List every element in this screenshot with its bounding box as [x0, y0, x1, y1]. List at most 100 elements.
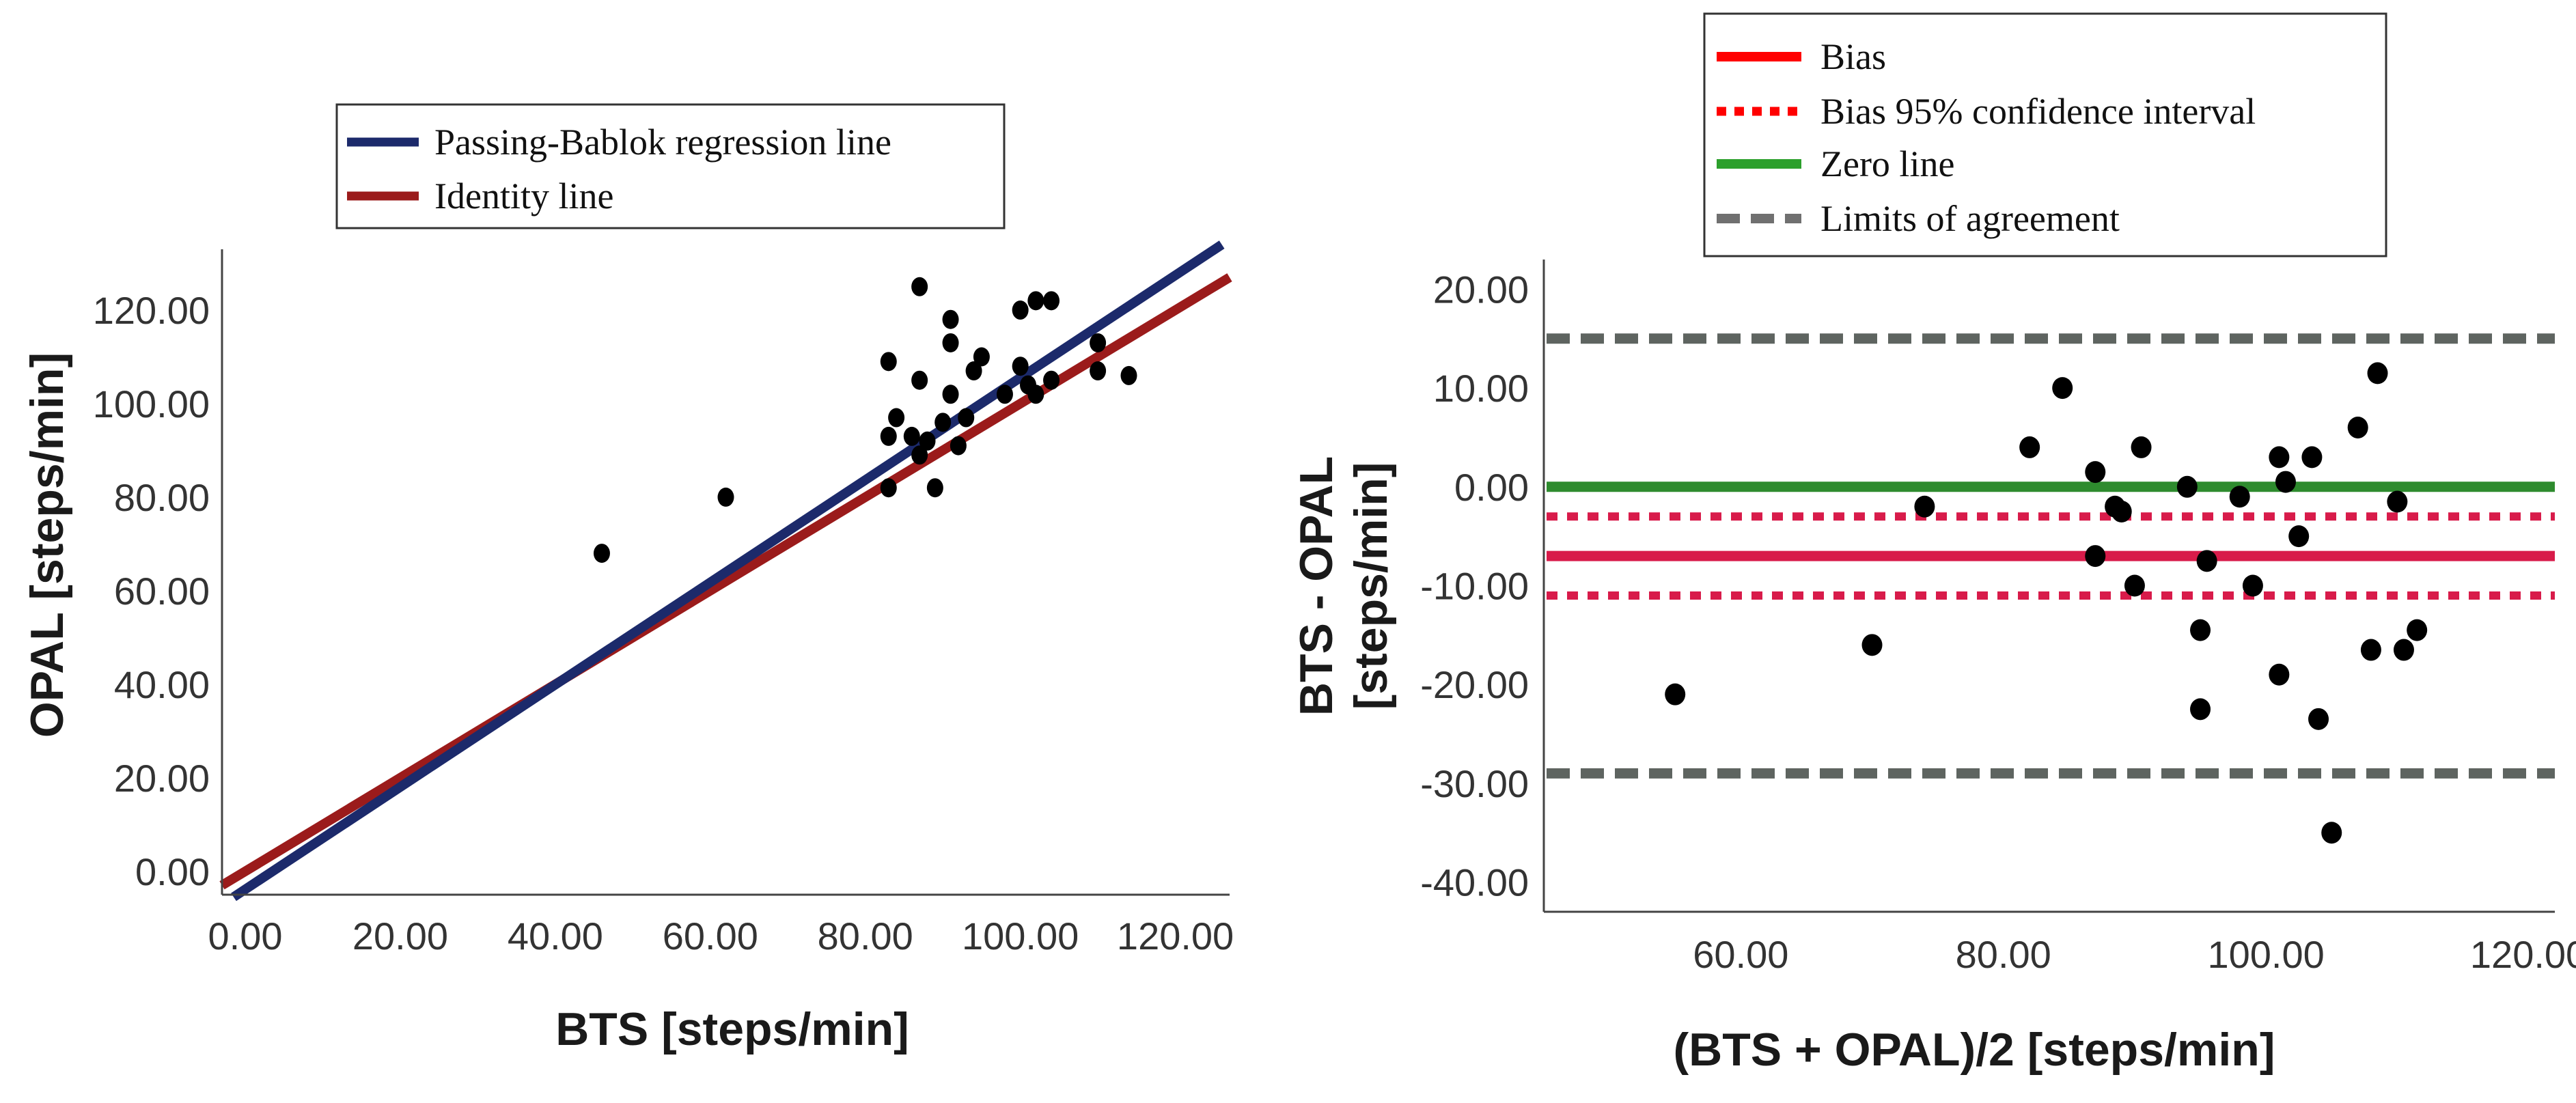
chart2-point [1861, 634, 1883, 656]
chart1-point [911, 445, 928, 465]
chart1-x-ticks: 0.00 20.00 40.00 60.00 80.00 100.00 120.00 [208, 914, 1234, 958]
chart1-y-tick-label: 80.00 [114, 476, 210, 519]
chart1-point [593, 544, 610, 563]
chart2-point [2367, 362, 2388, 385]
chart1-x-tick-label: 80.00 [818, 914, 913, 958]
chart1-point [942, 333, 959, 352]
chart2-legend-box [1703, 12, 2387, 257]
chart1-lines [219, 240, 1232, 902]
chart2-y-tick-label: 10.00 [1433, 367, 1529, 410]
chart1-point [880, 478, 897, 498]
chart1-y-axis-title: OPAL [steps/min] [21, 352, 73, 738]
chart2-point [2269, 446, 2290, 469]
chart2-y-tick-label: 20.00 [1433, 268, 1529, 311]
chart1-point [1120, 365, 1137, 385]
chart2-y-tick-label: -10.00 [1420, 565, 1529, 608]
chart2-point [2052, 377, 2073, 400]
chart2-point [2176, 475, 2198, 498]
chart2-x-tick-label: 80.00 [1956, 933, 2051, 976]
chart1-point [1090, 361, 1107, 381]
chart2-reference-lines [1547, 333, 2555, 779]
chart1-point [880, 426, 897, 446]
chart1-x-tick-label: 100.00 [962, 914, 1079, 958]
passing-bablok-chart: 0.00 20.00 40.00 60.00 80.00 100.00 120.00 0.0… [21, 103, 1234, 1055]
chart1-x-axis-title: BTS [steps/min] [555, 1003, 909, 1055]
chart1-point [973, 347, 990, 367]
chart1-line-identity [219, 273, 1232, 890]
chart2-x-axis-title: (BTS + OPAL)/2 [steps/min] [1674, 1024, 2275, 1076]
chart1-points [593, 277, 1137, 563]
chart1-point [1012, 301, 1029, 320]
chart2-x-tick-label: 120.00 [2470, 933, 2576, 976]
chart1-point [717, 487, 734, 507]
chart2-legend-label: Zero line [1820, 143, 1954, 184]
chart1-legend-label: Passing-Bablok regression line [434, 122, 891, 163]
chart1-point [1090, 333, 1107, 352]
chart2-y-tick-label: -20.00 [1420, 663, 1529, 706]
chart2-point [2347, 416, 2368, 438]
chart1-legend-box [335, 103, 1006, 229]
chart2-point [2124, 574, 2145, 597]
bland-altman-chart: 60.00 80.00 100.00 120.00 20.00 10.00 0.00 -10… [1290, 12, 2576, 1076]
chart2-y-axis-title-line2: [steps/min] [1345, 462, 1397, 710]
chart1-x-tick-label: 60.00 [663, 914, 758, 958]
chart1-y-tick-label: 40.00 [114, 663, 210, 706]
chart2-axes [1542, 260, 2555, 913]
chart1-point [926, 478, 943, 498]
chart1-y-tick-label: 100.00 [93, 382, 210, 425]
chart2-point [2275, 471, 2296, 493]
chart1-point [888, 408, 905, 428]
chart2-point [2190, 698, 2211, 721]
chart2-point [2360, 639, 2381, 661]
chart1-axes [221, 249, 1230, 896]
chart1-point [1012, 357, 1029, 376]
chart2-legend: Bias Bias 95% confidence interval Zero lin… [1703, 12, 2387, 257]
chart1-point [1027, 291, 1044, 311]
chart2-point [2269, 663, 2290, 686]
chart2-point [2131, 436, 2152, 458]
chart2-point [2190, 619, 2211, 641]
chart2-x-tick-label: 60.00 [1693, 933, 1788, 976]
chart1-point [1043, 291, 1060, 311]
chart1-point [911, 277, 928, 296]
chart2-y-tick-label: -40.00 [1420, 861, 1529, 904]
chart2-point [2321, 822, 2342, 844]
chart1-point [996, 385, 1013, 404]
chart2-point [1914, 495, 1935, 518]
chart2-y-tick-label: -30.00 [1420, 762, 1529, 805]
chart2-legend-label: Limits of agreement [1820, 198, 2120, 239]
chart1-y-tick-label: 60.00 [114, 570, 210, 613]
chart2-x-ticks: 60.00 80.00 100.00 120.00 [1693, 933, 2576, 976]
chart2-legend-label: Bias 95% confidence interval [1820, 91, 2256, 132]
chart2-point [2085, 545, 2106, 568]
chart1-x-tick-label: 0.00 [208, 914, 283, 958]
chart1-x-tick-label: 20.00 [352, 914, 448, 958]
chart1-point [1027, 385, 1044, 404]
chart1-point [934, 413, 952, 432]
chart1-point [911, 370, 928, 390]
chart2-point [2308, 708, 2329, 730]
chart1-point [942, 385, 959, 404]
chart2-point [2301, 446, 2323, 469]
chart2-point [2019, 436, 2040, 458]
chart1-point [880, 352, 897, 372]
chart1-point [942, 309, 959, 329]
chart2-x-tick-label: 100.00 [2208, 933, 2325, 976]
chart1-point [958, 408, 975, 428]
chart1-y-tick-label: 0.00 [135, 850, 210, 893]
chart1-line-regression [231, 240, 1225, 902]
chart1-x-tick-label: 40.00 [508, 914, 603, 958]
chart2-point [2242, 574, 2263, 597]
chart1-x-tick-label: 120.00 [1117, 914, 1234, 958]
chart1-y-tick-label: 120.00 [93, 289, 210, 332]
chart1-point [903, 426, 920, 446]
chart2-point [2407, 619, 2428, 641]
chart2-legend-label: Bias [1820, 36, 1886, 77]
chart2-point [2288, 525, 2310, 548]
chart2-point [2393, 639, 2414, 661]
chart1-point [965, 361, 982, 381]
chart1-y-ticks: 0.00 20.00 40.00 60.00 80.00 100.00 120.00 [93, 289, 210, 893]
chart2-point [2085, 461, 2106, 484]
chart1-point [919, 431, 936, 451]
